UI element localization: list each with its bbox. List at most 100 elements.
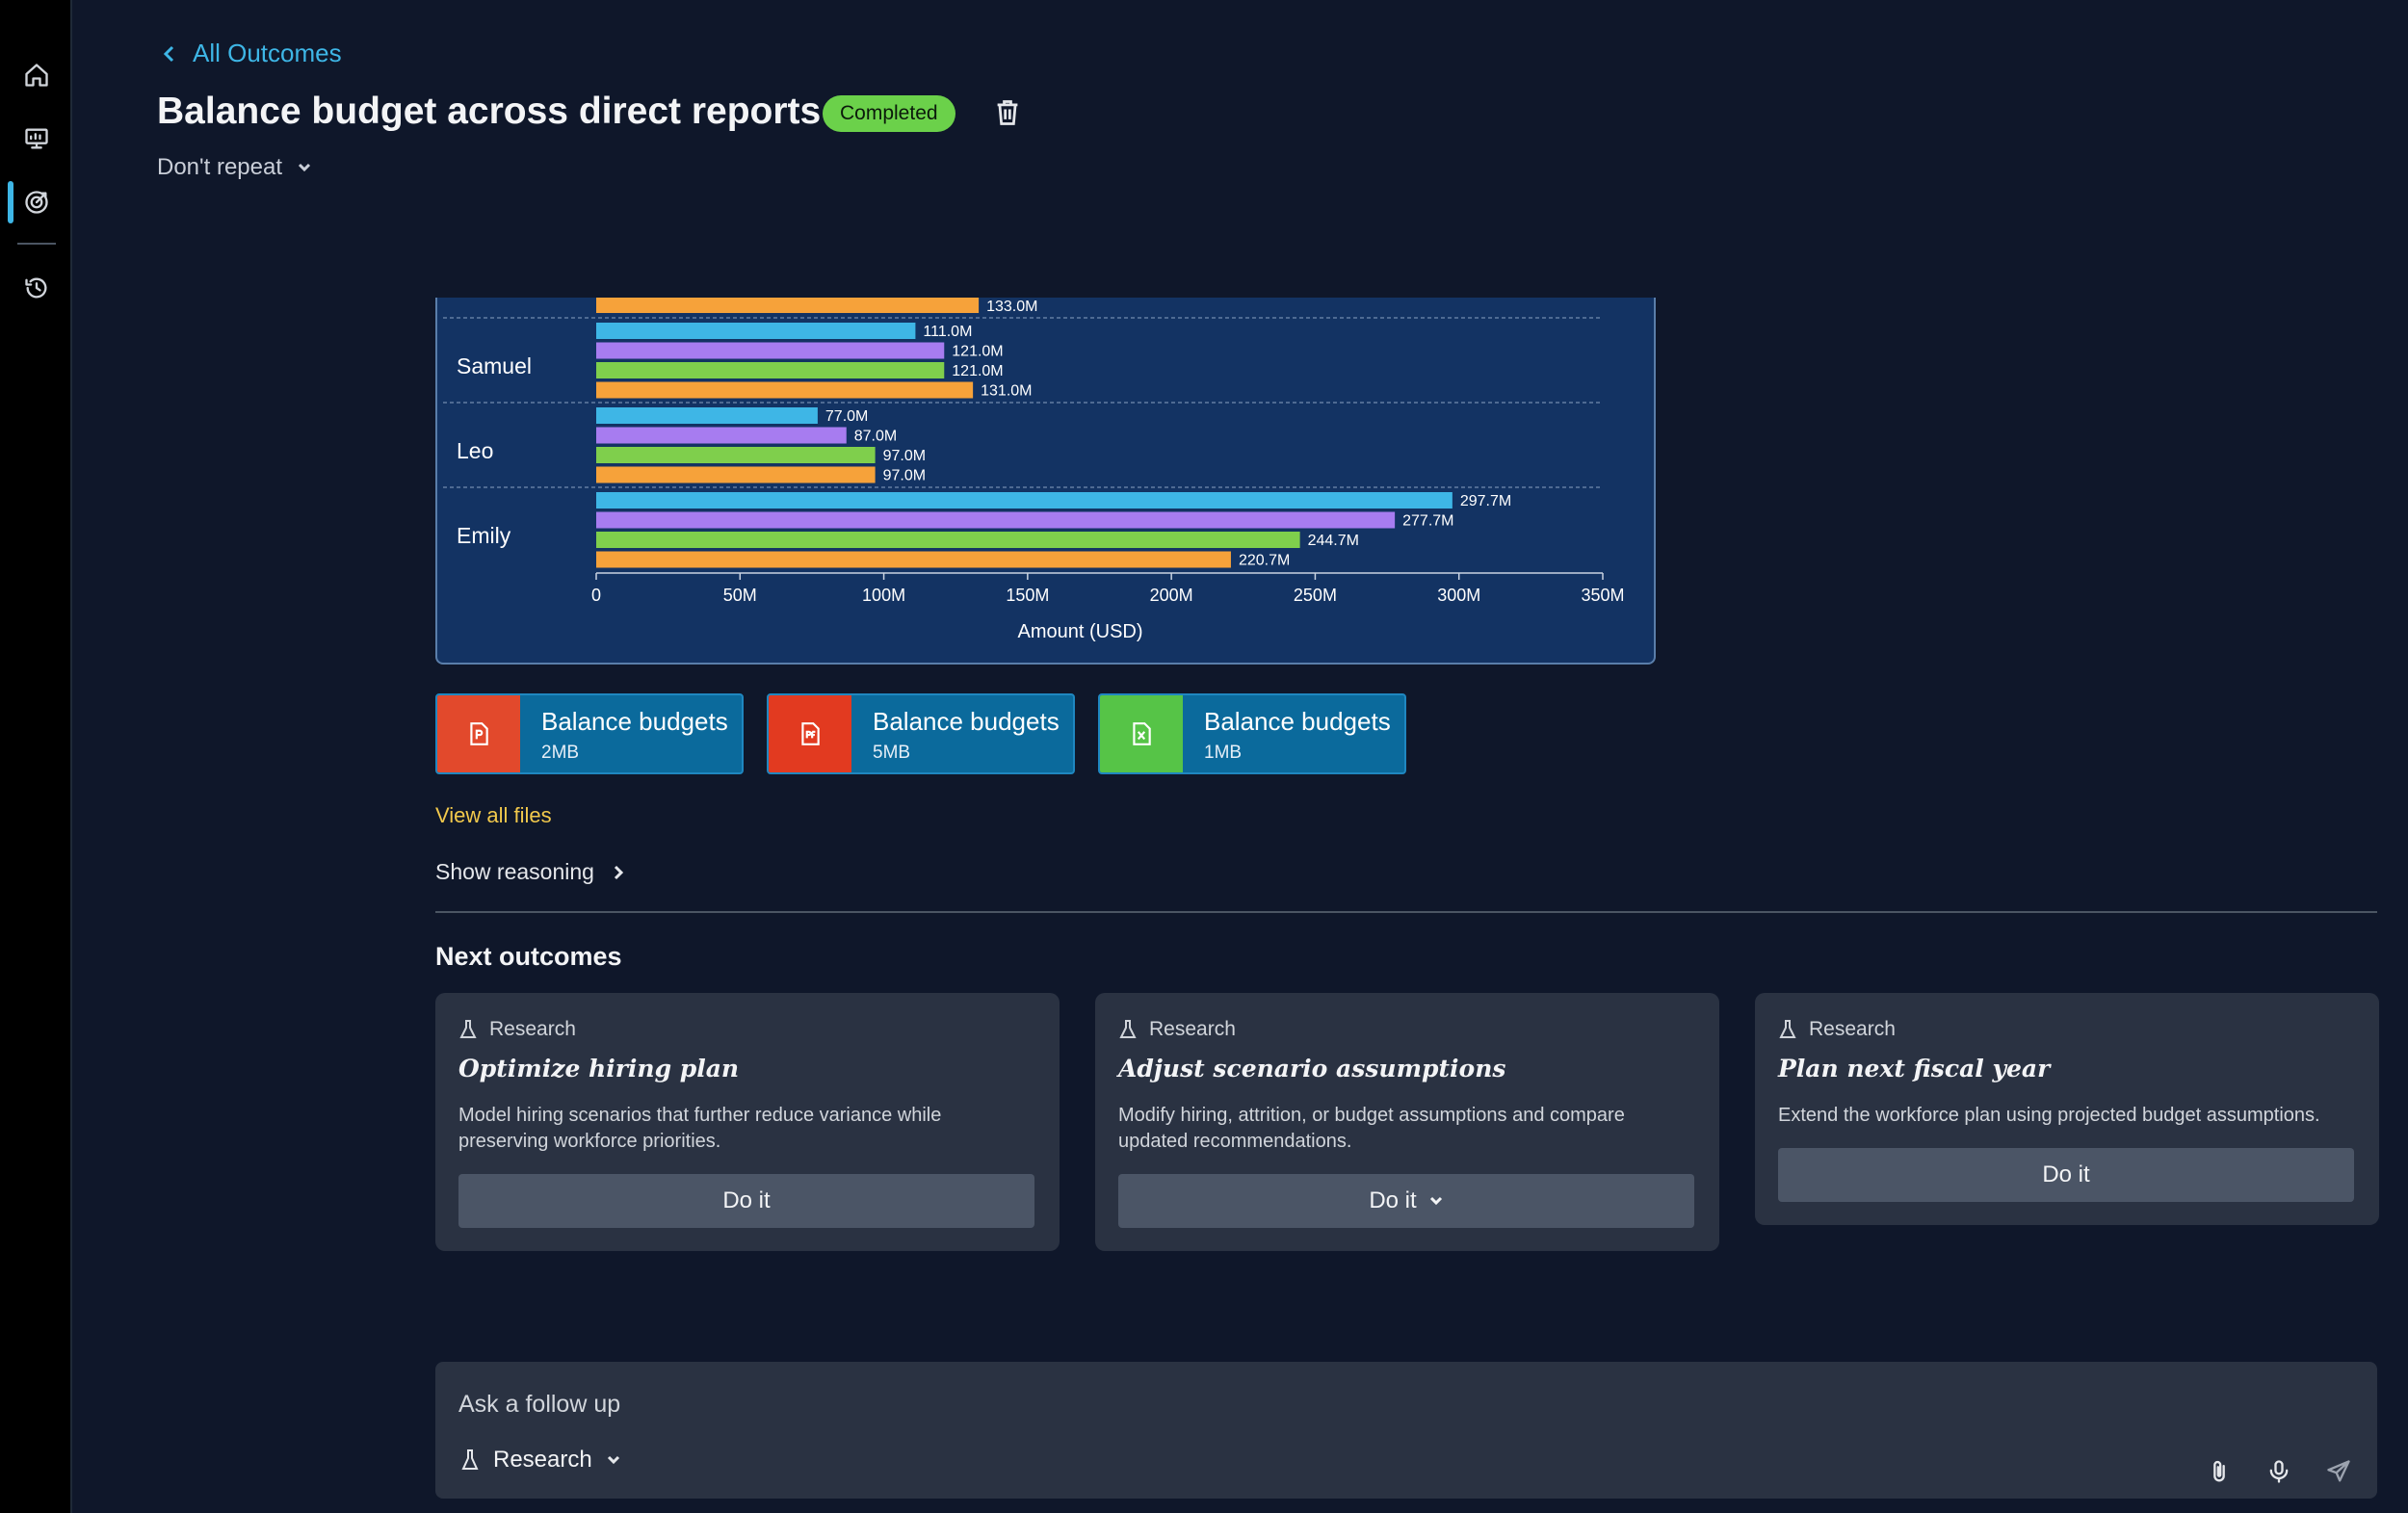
voice-input-button[interactable] [2265, 1458, 2292, 1485]
file-text: Balance budgets 5MB [851, 695, 1060, 772]
bar-value-label: 97.0M [883, 448, 926, 464]
mode-dropdown-label: Research [493, 1447, 592, 1473]
bar-value-label: 277.7M [1402, 513, 1453, 530]
file-icon-box [769, 695, 851, 772]
chart-bar [596, 407, 818, 424]
attach-button[interactable] [2206, 1458, 2233, 1485]
bar-chart: 133.0M Samuel 111.0M 121.0M 121.0M 131.0M Leo 7… [443, 298, 1625, 642]
do-it-button[interactable]: Do it [1778, 1148, 2354, 1202]
category-label: Leo [457, 438, 493, 463]
view-all-files-link[interactable]: View all files [435, 803, 552, 827]
page-title: Balance budget across direct reports [157, 91, 822, 132]
delete-button[interactable] [994, 98, 1023, 129]
flask-icon [459, 1020, 477, 1038]
back-link-label: All Outcomes [193, 39, 342, 67]
home-icon[interactable] [19, 58, 54, 92]
card-title: Optimize hiring plan [458, 1055, 740, 1083]
send-button[interactable] [2325, 1458, 2352, 1485]
card-description: Modify hiring, attrition, or budget assu… [1118, 1105, 1625, 1152]
x-tick-label: 100M [862, 586, 905, 605]
file-name: Balance budgets [541, 707, 728, 736]
x-tick-label: 0 [591, 586, 601, 605]
bar-value-label: 121.0M [952, 344, 1003, 360]
card-kind: Research [458, 1018, 576, 1041]
bar-value-label: 297.7M [1460, 493, 1511, 509]
divider [435, 911, 2377, 913]
ppt-file-icon [470, 722, 488, 745]
chevron-right-icon [614, 865, 624, 879]
bar-value-label: 97.0M [883, 468, 926, 484]
flask-icon [461, 1449, 479, 1470]
next-outcomes-title: Next outcomes [435, 942, 622, 971]
status-badge: Completed [823, 95, 955, 132]
x-tick-label: 300M [1437, 586, 1480, 605]
budget-chart: 133.0M Samuel 111.0M 121.0M 121.0M 131.0M Leo 7… [435, 298, 1656, 665]
bar-value-label: 77.0M [825, 408, 868, 425]
card-title: Plan next fiscal year [1778, 1055, 2051, 1083]
chart-bar [596, 342, 945, 359]
outcome-card: Research Optimize hiring plan Model hiri… [435, 993, 1060, 1251]
mode-dropdown[interactable]: Research [460, 1447, 621, 1474]
chart-bar [596, 532, 1300, 548]
do-it-dropdown-button[interactable]: Do it [1118, 1174, 1694, 1228]
show-reasoning-label: Show reasoning [435, 859, 594, 884]
file-icon-box [1100, 695, 1183, 772]
flask-icon [1119, 1020, 1137, 1038]
x-tick-label: 250M [1294, 586, 1337, 605]
do-it-button[interactable]: Do it [458, 1174, 1034, 1228]
presentation-icon[interactable] [19, 121, 54, 156]
chart-bar [596, 551, 1231, 568]
card-title: Adjust scenario assumptions [1118, 1055, 1506, 1083]
chart-bar [596, 298, 980, 313]
file-size: 2MB [541, 743, 580, 763]
outcome-card: Research Plan next fiscal year Extend th… [1755, 993, 2379, 1225]
bar-value-label: 244.7M [1308, 533, 1359, 549]
card-kind: Research [1118, 1018, 1236, 1041]
file-name: Balance budgets [1204, 707, 1391, 736]
x-tick-label: 50M [723, 586, 757, 605]
card-kind-label: Research [1809, 1018, 1896, 1040]
chart-bar [596, 511, 1396, 529]
flask-icon [1779, 1020, 1796, 1038]
category-label: Samuel [457, 353, 532, 378]
send-icon [2327, 1460, 2350, 1482]
bar-value-label: 220.7M [1239, 553, 1290, 569]
repeat-dropdown[interactable]: Don't repeat [157, 154, 313, 181]
paperclip-icon [2213, 1460, 2225, 1482]
do-it-button-label: Do it [2042, 1161, 2090, 1187]
back-link[interactable]: All Outcomes [160, 39, 342, 68]
history-icon[interactable] [19, 271, 54, 305]
chart-bar [596, 492, 1453, 509]
microphone-icon [2269, 1460, 2289, 1483]
bar-value-label: 133.0M [986, 299, 1037, 315]
chart-bar [596, 381, 974, 399]
file-icon-box [437, 695, 520, 772]
x-tick-label: 200M [1150, 586, 1193, 605]
x-tick-label: 350M [1581, 586, 1624, 605]
sidebar [0, 0, 72, 1513]
do-it-button-label: Do it [1369, 1187, 1417, 1213]
sidebar-divider [17, 243, 56, 245]
card-description: Extend the workforce plan using projecte… [1778, 1105, 2320, 1126]
bar-value-label: 121.0M [952, 363, 1003, 379]
target-icon[interactable] [19, 185, 54, 220]
sidebar-active-indicator [8, 181, 13, 223]
followup-input[interactable] [458, 1385, 2289, 1423]
file-tile-ppt[interactable]: Balance budgets 2MB [435, 693, 744, 774]
file-tile-xls[interactable]: Balance budgets 1MB [1098, 693, 1406, 774]
bar-value-label: 87.0M [854, 429, 897, 445]
outcome-card: Research Adjust scenario assumptions Mod… [1095, 993, 1719, 1251]
file-tile-pdf[interactable]: Balance budgets 5MB [767, 693, 1075, 774]
card-kind: Research [1778, 1018, 1896, 1041]
file-text: Balance budgets 1MB [1183, 695, 1391, 772]
show-reasoning-toggle[interactable]: Show reasoning [435, 859, 625, 885]
chevron-down-icon [1429, 1196, 1442, 1206]
chart-bar [596, 466, 876, 483]
chart-bar [596, 447, 876, 463]
card-kind-label: Research [1149, 1018, 1236, 1040]
card-description: Model hiring scenarios that further redu… [458, 1105, 942, 1152]
file-size: 5MB [873, 743, 911, 763]
bar-value-label: 131.0M [981, 383, 1032, 400]
do-it-button-label: Do it [722, 1187, 771, 1213]
file-name: Balance budgets [873, 707, 1060, 736]
